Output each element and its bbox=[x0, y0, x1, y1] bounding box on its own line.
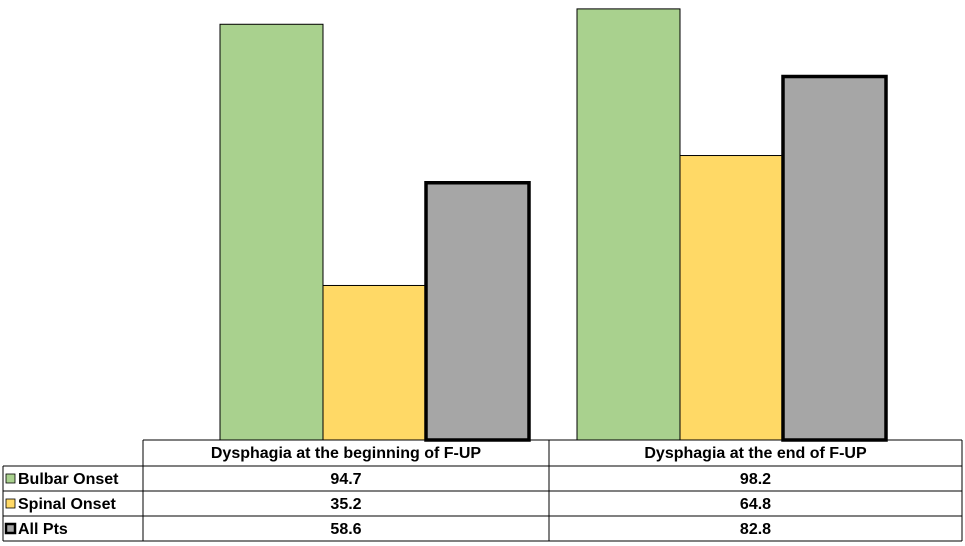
bar-spinal-onset-1 bbox=[322, 284, 427, 441]
legend-key-all-pts bbox=[4, 522, 17, 535]
data-table: Dysphagia at the beginning of F-UP Dyspha… bbox=[2, 439, 963, 542]
legend-key-spinal-onset bbox=[5, 498, 16, 509]
bars-group bbox=[219, 8, 888, 442]
category-label-1: Dysphagia at the beginning of F-UP bbox=[211, 445, 482, 462]
legend-label-bulbar-onset: Bulbar Onset bbox=[18, 471, 119, 488]
data-label-spinal-onset-2: 64.8 bbox=[740, 496, 771, 513]
data-label-all-pts-2: 82.8 bbox=[740, 521, 771, 538]
bar-all-pts-1 bbox=[424, 180, 531, 442]
legend-label-all-pts: All Pts bbox=[18, 521, 68, 538]
data-label-bulbar-onset-1: 94.7 bbox=[330, 471, 361, 488]
bar-all-pts-2 bbox=[781, 74, 888, 442]
bar-bulbar-onset-1 bbox=[219, 23, 324, 441]
legend-key-bulbar-onset bbox=[5, 473, 16, 484]
bar-spinal-onset-2 bbox=[679, 155, 784, 441]
bar-bulbar-onset-2 bbox=[576, 8, 681, 441]
data-label-all-pts-1: 58.6 bbox=[330, 521, 361, 538]
data-label-spinal-onset-1: 35.2 bbox=[330, 496, 361, 513]
category-label-2: Dysphagia at the end of F-UP bbox=[644, 445, 867, 462]
legend-label-spinal-onset: Spinal Onset bbox=[18, 496, 116, 513]
data-label-bulbar-onset-2: 98.2 bbox=[740, 471, 771, 488]
